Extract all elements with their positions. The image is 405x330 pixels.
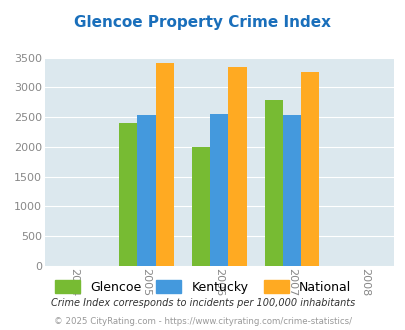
Bar [301, 72, 318, 266]
Bar [192, 147, 210, 266]
Legend: Glencoe, Kentucky, National: Glencoe, Kentucky, National [50, 275, 355, 299]
Bar [210, 114, 228, 266]
Text: Glencoe Property Crime Index: Glencoe Property Crime Index [74, 15, 331, 30]
Bar [119, 123, 137, 266]
Bar [282, 115, 301, 266]
Bar [264, 100, 282, 266]
Bar [155, 62, 173, 266]
Text: Crime Index corresponds to incidents per 100,000 inhabitants: Crime Index corresponds to incidents per… [51, 298, 354, 308]
Bar [137, 115, 155, 266]
Text: © 2025 CityRating.com - https://www.cityrating.com/crime-statistics/: © 2025 CityRating.com - https://www.city… [54, 317, 351, 326]
Bar [228, 67, 246, 266]
